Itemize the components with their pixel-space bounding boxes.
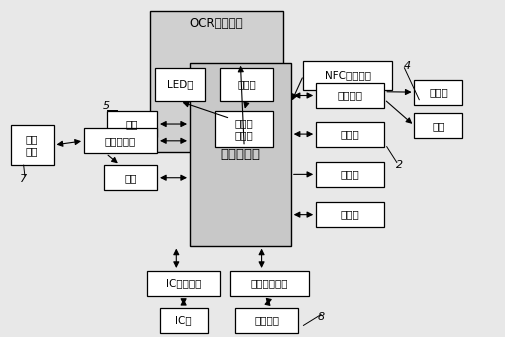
FancyBboxPatch shape [316, 83, 383, 108]
FancyBboxPatch shape [414, 113, 462, 138]
Text: NFC读卡装置: NFC读卡装置 [324, 70, 370, 80]
Text: IC卡读写器: IC卡读写器 [166, 278, 201, 288]
Text: 7: 7 [20, 174, 27, 184]
Text: LED灯: LED灯 [166, 80, 193, 90]
Text: 闸门: 闸门 [431, 121, 444, 131]
FancyBboxPatch shape [316, 202, 383, 227]
FancyBboxPatch shape [414, 80, 462, 105]
Text: 按键: 按键 [125, 119, 138, 129]
Text: 2: 2 [395, 160, 402, 170]
FancyBboxPatch shape [303, 61, 391, 90]
FancyBboxPatch shape [215, 112, 273, 147]
Text: 驱动电路: 驱动电路 [337, 91, 362, 100]
Text: 8: 8 [317, 312, 324, 322]
Text: 摄像头: 摄像头 [237, 80, 256, 90]
Text: 显示屏: 显示屏 [340, 129, 359, 139]
Text: 中央处理器: 中央处理器 [220, 148, 260, 161]
Text: IC卡: IC卡 [175, 315, 191, 325]
Text: 无线通信模块: 无线通信模块 [250, 278, 287, 288]
Text: 5: 5 [103, 101, 110, 112]
FancyBboxPatch shape [235, 308, 298, 333]
Text: 存储器: 存储器 [340, 210, 359, 220]
FancyBboxPatch shape [316, 122, 383, 147]
FancyBboxPatch shape [147, 271, 220, 296]
Text: 射频天线: 射频天线 [254, 315, 279, 325]
Text: 图像识
别模块: 图像识 别模块 [234, 118, 253, 140]
FancyBboxPatch shape [149, 11, 283, 152]
FancyBboxPatch shape [220, 68, 273, 101]
Text: 打印机: 打印机 [428, 87, 447, 97]
Text: 电池: 电池 [124, 173, 137, 183]
FancyBboxPatch shape [155, 68, 205, 101]
Text: 电源适配器: 电源适配器 [105, 136, 136, 146]
FancyBboxPatch shape [11, 125, 54, 165]
FancyBboxPatch shape [230, 271, 308, 296]
FancyBboxPatch shape [160, 308, 207, 333]
FancyBboxPatch shape [107, 112, 157, 136]
Text: 电源
接口: 电源 接口 [26, 134, 38, 156]
FancyBboxPatch shape [316, 162, 383, 187]
Text: 蜂鸣器: 蜂鸣器 [340, 170, 359, 179]
Text: 4: 4 [402, 61, 410, 71]
FancyBboxPatch shape [104, 165, 157, 190]
Text: OCR识别模块: OCR识别模块 [189, 18, 243, 30]
FancyBboxPatch shape [84, 128, 157, 153]
FancyBboxPatch shape [189, 63, 290, 246]
